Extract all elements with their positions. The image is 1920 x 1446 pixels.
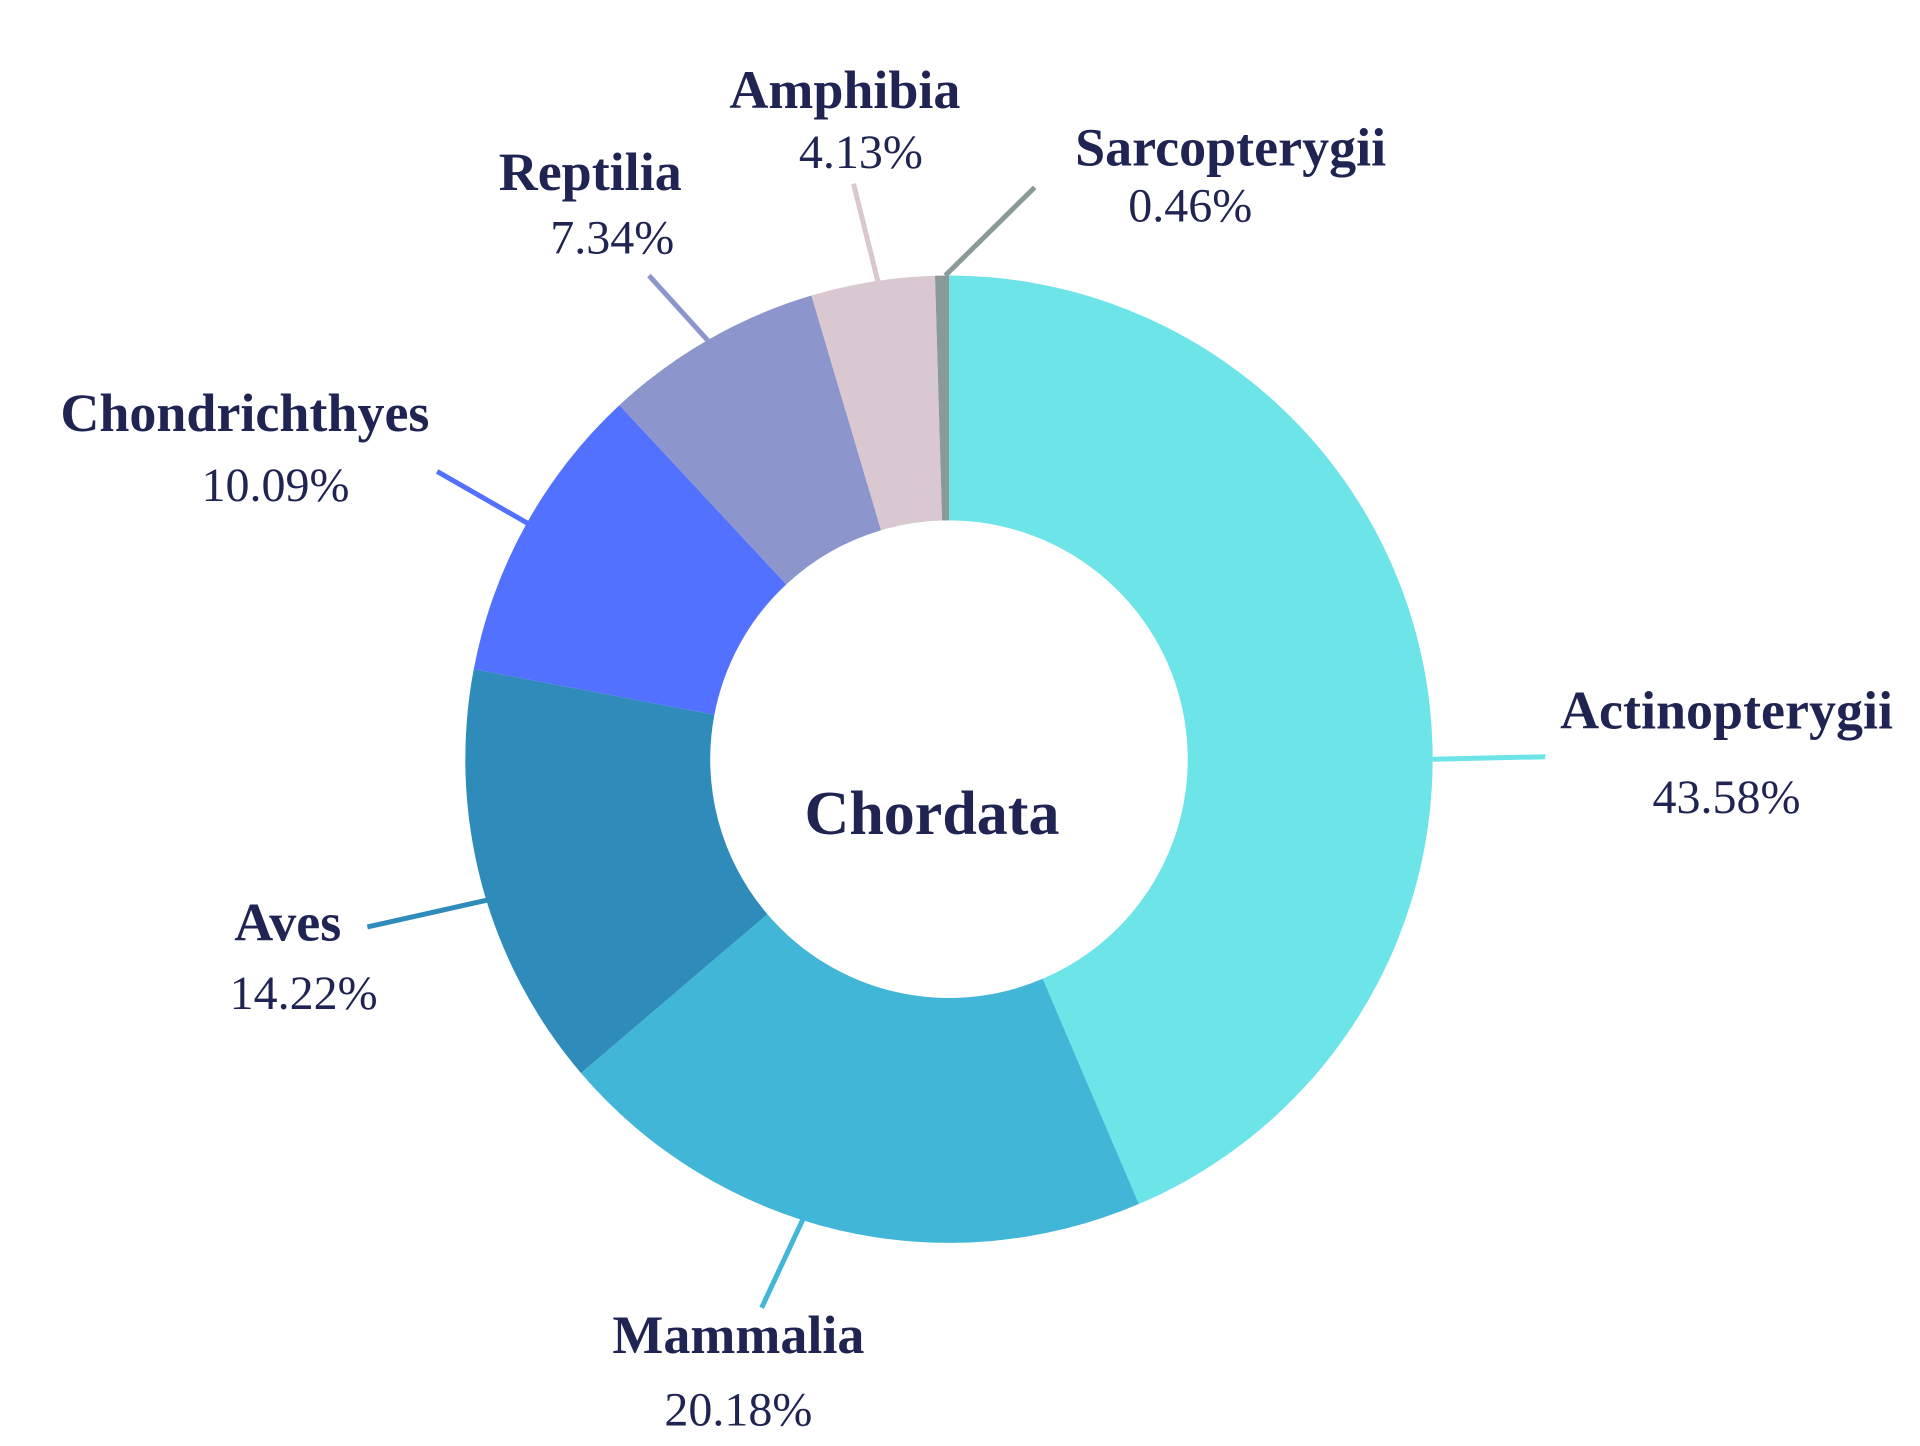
donut-segment bbox=[811, 275, 943, 531]
leader-line bbox=[759, 1214, 807, 1309]
category-label: Mammalia bbox=[612, 1305, 864, 1365]
category-label: Aves bbox=[234, 893, 341, 953]
donut bbox=[465, 275, 1433, 1243]
value-label: 20.18% bbox=[664, 1383, 812, 1436]
category-label: Reptilia bbox=[499, 142, 682, 202]
center-label: Chordata bbox=[805, 780, 1060, 848]
category-label: Sarcopterygii bbox=[1075, 117, 1386, 177]
value-label: 7.34% bbox=[550, 211, 674, 264]
donut-segment bbox=[465, 669, 768, 1074]
category-label: Actinopterygii bbox=[1560, 681, 1893, 741]
category-label: Amphibia bbox=[729, 60, 960, 120]
labels: Actinopterygii 43.58% Mammalia 20.18% Aves 14… bbox=[60, 60, 1893, 1436]
donut-segment bbox=[935, 275, 949, 521]
leader-line bbox=[851, 183, 881, 283]
value-label: 0.46% bbox=[1128, 180, 1252, 233]
donut-segment bbox=[473, 405, 787, 715]
leader-line bbox=[943, 185, 1037, 278]
value-label: 14.22% bbox=[230, 967, 378, 1020]
leader-line bbox=[435, 469, 531, 527]
donut-segment bbox=[948, 275, 1433, 1205]
donut-segment bbox=[580, 914, 1139, 1243]
leader-line bbox=[647, 273, 710, 343]
value-label: 4.13% bbox=[799, 126, 923, 179]
donut-segment bbox=[619, 295, 882, 585]
leader-line bbox=[1432, 754, 1546, 762]
leader-line bbox=[366, 897, 488, 930]
category-label: Chondrichthyes bbox=[60, 383, 429, 443]
value-label: 10.09% bbox=[202, 459, 350, 512]
value-label: 43.58% bbox=[1653, 771, 1801, 824]
